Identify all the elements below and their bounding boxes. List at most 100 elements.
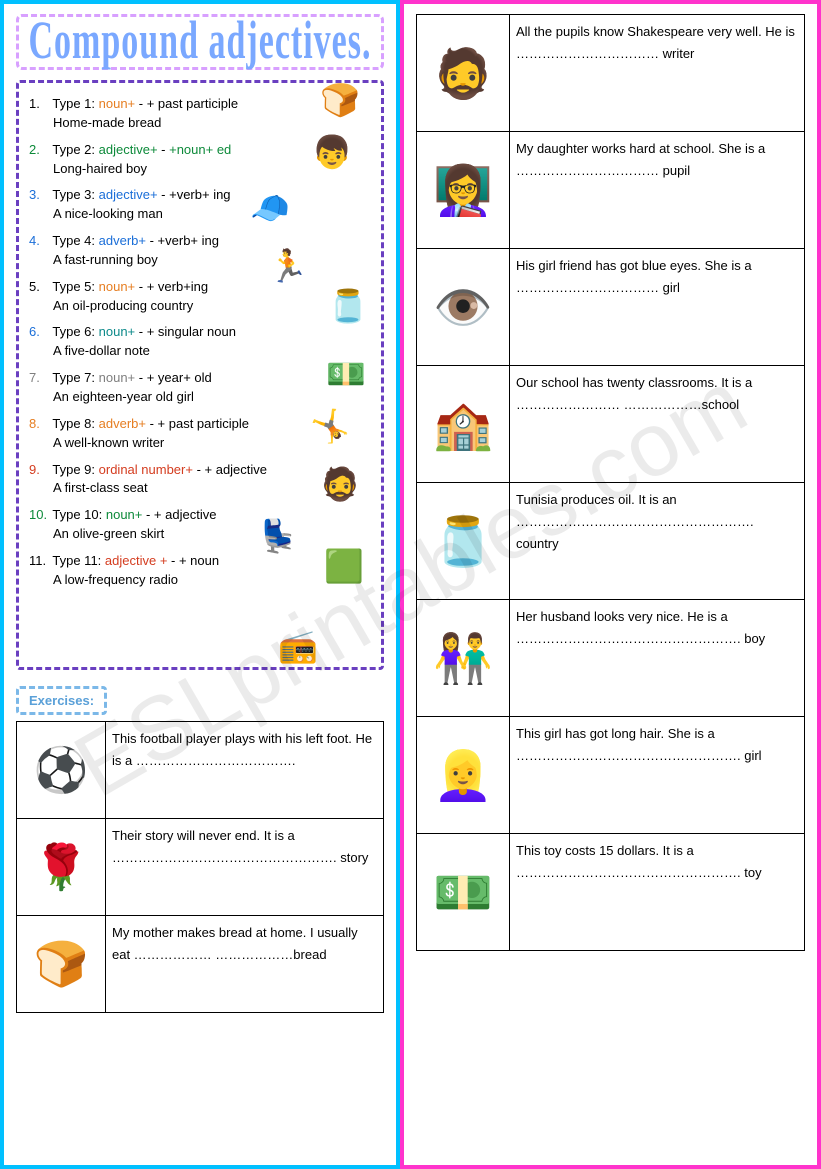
exercise-image-cell: 👫 xyxy=(417,600,510,717)
type-formula-segment: - + adjective xyxy=(142,507,216,522)
exercise-image-cell: ⚽ xyxy=(17,722,106,819)
type-formula-segment: - + year+ old xyxy=(135,370,212,385)
runner-icon: 🏃 xyxy=(265,243,311,289)
table-row: 👫Her husband looks very nice. He is a ……… xyxy=(417,600,805,717)
exercise-text-cell: My daughter works hard at school. She is… xyxy=(510,132,805,249)
type-number: 10. xyxy=(29,506,49,525)
type-formula-segment: adjective+ xyxy=(99,142,158,157)
exercise-image-cell: 👱‍♀️ xyxy=(417,717,510,834)
table-row: 🫙Tunisia produces oil. It is an ……………………… xyxy=(417,483,805,600)
exercise-icon: 🍞 xyxy=(23,922,99,1006)
exercise-text-cell: Tunisia produces oil. It is an ………………………… xyxy=(510,483,805,600)
type-formula-segment: - + singular noun xyxy=(135,324,236,339)
exercise-image-cell: 💵 xyxy=(417,834,510,951)
exercise-icon: ⚽ xyxy=(23,728,99,812)
table-row: 👱‍♀️This girl has got long hair. She is … xyxy=(417,717,805,834)
exercise-image-cell: 👩‍🏫 xyxy=(417,132,510,249)
exercise-icon: 🧔 xyxy=(423,21,503,125)
type-formula-segment: +verb+ ing xyxy=(169,187,230,202)
table-row: ⚽This football player plays with his lef… xyxy=(17,722,384,819)
type-item: 4. Type 4: adverb+ - +verb+ ingA fast-ru… xyxy=(29,232,371,270)
exercise-image-cell: 🌹 xyxy=(17,819,106,916)
shakespeare-icon: 🧔 xyxy=(317,461,363,507)
table-row: 👩‍🏫My daughter works hard at school. She… xyxy=(417,132,805,249)
exercise-image-cell: 🍞 xyxy=(17,916,106,1013)
type-label: Type 9: xyxy=(49,462,99,477)
type-item: 10. Type 10: noun+ - + adjectiveAn olive… xyxy=(29,506,371,544)
table-row: 🏫Our school has twenty classrooms. It is… xyxy=(417,366,805,483)
type-label: Type 5: xyxy=(49,279,99,294)
type-formula-segment: - + noun xyxy=(167,553,219,568)
table-row: 🌹Their story will never end. It is a ………… xyxy=(17,819,384,916)
type-number: 7. xyxy=(29,369,49,388)
type-item: 6. Type 6: noun+ - + singular nounA five… xyxy=(29,323,371,361)
types-box: 1. Type 1: noun+ - + past participleHome… xyxy=(16,80,384,670)
type-number: 5. xyxy=(29,278,49,297)
exercise-icon: 🌹 xyxy=(23,825,99,909)
type-formula-segment: ordinal number+ xyxy=(99,462,193,477)
type-formula-segment: - xyxy=(146,233,158,248)
type-label: Type 8: xyxy=(49,416,99,431)
type-number: 6. xyxy=(29,323,49,342)
type-item: 5. Type 5: noun+ - + verb+ing An oil-prod… xyxy=(29,278,371,316)
type-formula-segment: adverb+ xyxy=(99,233,146,248)
type-formula-segment: +verb+ ing xyxy=(158,233,219,248)
type-number: 8. xyxy=(29,415,49,434)
left-column: Compound adjectives. 1. Type 1: noun+ - … xyxy=(0,0,400,1169)
type-formula-segment: - + past participle xyxy=(135,96,238,111)
type-formula-segment: - + adjective xyxy=(193,462,267,477)
type-number: 11. xyxy=(29,552,49,571)
type-formula-segment: - + verb+ing xyxy=(135,279,208,294)
type-formula-segment: noun+ xyxy=(106,507,143,522)
type-formula-segment: noun+ xyxy=(99,324,136,339)
radio-icon: 📻 xyxy=(275,623,321,669)
type-number: 9. xyxy=(29,461,49,480)
type-item: 11. Type 11: adjective + - + nounA low-f… xyxy=(29,552,371,590)
type-label: Type 3: xyxy=(49,187,99,202)
bread-icon: 🍞 xyxy=(317,77,363,123)
type-number: 1. xyxy=(29,95,49,114)
table-row: 🧔All the pupils know Shakespeare very we… xyxy=(417,15,805,132)
exercise-text-cell: Our school has twenty classrooms. It is … xyxy=(510,366,805,483)
exercise-icon: 🏫 xyxy=(423,372,503,476)
page-title: Compound adjectives. xyxy=(28,12,371,73)
right-column: 🧔All the pupils know Shakespeare very we… xyxy=(400,0,821,1169)
type-formula-segment: +noun+ ed xyxy=(169,142,231,157)
exercise-text-cell: This toy costs 15 dollars. It is a ……………… xyxy=(510,834,805,951)
type-example: An olive-green skirt xyxy=(53,525,371,544)
type-label: Type 2: xyxy=(49,142,99,157)
exercise-icon: 👁️ xyxy=(423,255,503,359)
table-row: 🍞My mother makes bread at home. I usuall… xyxy=(17,916,384,1013)
title-box: Compound adjectives. xyxy=(16,14,384,70)
type-number: 2. xyxy=(29,141,49,160)
cap-man-icon: 🧢 xyxy=(247,185,293,231)
type-example: A fast-running boy xyxy=(53,251,371,270)
type-item: 3. Type 3: adjective+ - +verb+ ingA nice… xyxy=(29,186,371,224)
worksheet-page: Compound adjectives. 1. Type 1: noun+ - … xyxy=(0,0,821,1169)
exercise-text-cell: This football player plays with his left… xyxy=(106,722,384,819)
type-formula-segment: noun+ xyxy=(99,279,136,294)
type-formula-segment: adverb+ xyxy=(99,416,146,431)
type-number: 4. xyxy=(29,232,49,251)
oil-bottle-icon: 🫙 xyxy=(325,283,371,329)
exercise-image-cell: 🏫 xyxy=(417,366,510,483)
table-row: 👁️His girl friend has got blue eyes. She… xyxy=(417,249,805,366)
type-label: Type 7: xyxy=(49,370,99,385)
exercise-icon: 👫 xyxy=(423,606,503,710)
exercise-image-cell: 🫙 xyxy=(417,483,510,600)
exercise-text-cell: His girl friend has got blue eyes. She i… xyxy=(510,249,805,366)
exercise-text-cell: My mother makes bread at home. I usually… xyxy=(106,916,384,1013)
type-formula-segment: adjective + xyxy=(105,553,168,568)
type-example: An oil-producing country xyxy=(53,297,371,316)
type-formula-segment: - + past participle xyxy=(146,416,249,431)
right-exercises-table: 🧔All the pupils know Shakespeare very we… xyxy=(416,14,805,951)
exercise-text-cell: All the pupils know Shakespeare very wel… xyxy=(510,15,805,132)
exercise-icon: 👩‍🏫 xyxy=(423,138,503,242)
type-number: 3. xyxy=(29,186,49,205)
exercise-icon: 👱‍♀️ xyxy=(423,723,503,827)
type-formula-segment: - xyxy=(158,187,170,202)
left-exercises-table: ⚽This football player plays with his lef… xyxy=(16,721,384,1013)
exercises-label: Exercises: xyxy=(16,686,107,715)
exercise-icon: 🫙 xyxy=(423,489,503,593)
exercise-text-cell: Her husband looks very nice. He is a ………… xyxy=(510,600,805,717)
